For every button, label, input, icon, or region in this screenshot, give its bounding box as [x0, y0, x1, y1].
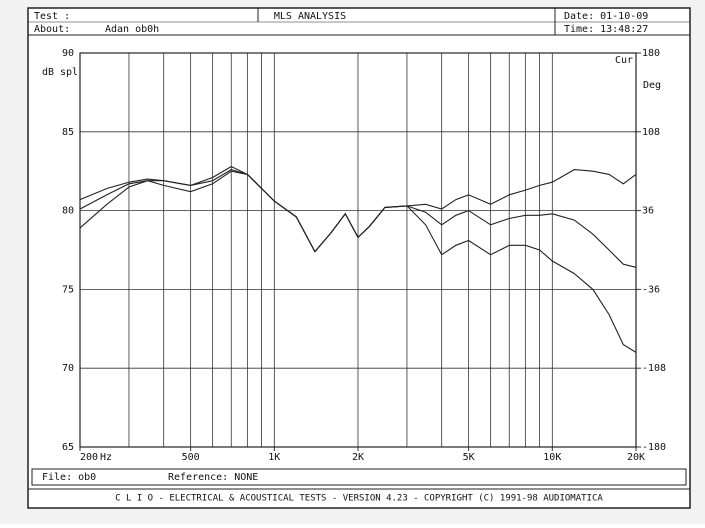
- y-tick-label: 70: [62, 363, 74, 374]
- file: File: ob0: [42, 472, 96, 483]
- y2-tick-label: -36: [642, 284, 660, 295]
- plot-border: [79, 52, 637, 448]
- about: Adan ob0h: [105, 24, 159, 35]
- response-curve: [79, 165, 637, 353]
- x-tick-label: 200: [80, 452, 98, 463]
- y-label: dB spl: [42, 67, 78, 78]
- y2-top-label: Cur: [615, 55, 633, 66]
- analysis-title: MLS ANALYSIS: [274, 11, 346, 22]
- y-tick-label: 90: [62, 48, 74, 59]
- y-tick-label: 65: [62, 442, 74, 453]
- y2-tick-label: -108: [642, 363, 666, 374]
- banner: C L I O - ELECTRICAL & ACOUSTICAL TESTS …: [115, 494, 603, 504]
- footer-box: [31, 468, 687, 486]
- x-tick-label: 2K: [352, 452, 364, 463]
- date: Date: 01-10-09: [564, 11, 648, 22]
- y-tick-label: 75: [62, 284, 74, 295]
- x-tick-label: 500: [182, 452, 200, 463]
- x-tick-label: 10K: [543, 452, 561, 463]
- y2-tick-label: 36: [642, 206, 654, 217]
- reference: Reference: NONE: [168, 472, 258, 483]
- y-tick-label: 85: [62, 127, 74, 138]
- about-label: About:: [34, 24, 70, 35]
- y2-tick-label: 180: [642, 48, 660, 59]
- y2-label: Deg: [643, 80, 661, 91]
- x-tick-label: 5K: [463, 452, 475, 463]
- y2-tick-label: -180: [642, 442, 666, 453]
- time: Time: 13:48:27: [564, 24, 648, 35]
- y-tick-label: 80: [62, 206, 74, 217]
- x-tick-label: 20K: [627, 452, 645, 463]
- frame: [27, 7, 691, 509]
- x-tick-label: 1K: [268, 452, 280, 463]
- y2-tick-label: 108: [642, 127, 660, 138]
- x-unit: Hz: [100, 452, 112, 463]
- test-label: Test :: [34, 11, 70, 22]
